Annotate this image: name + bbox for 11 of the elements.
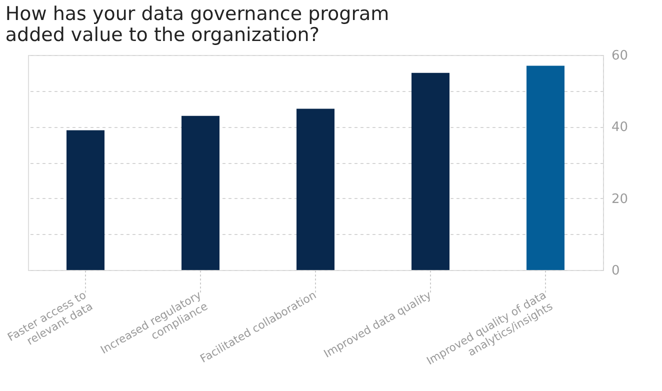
y-tick-label: 40 [612, 120, 628, 136]
bar [526, 66, 564, 270]
bar [182, 116, 220, 270]
bar [66, 130, 104, 270]
y-tick-label: 0 [612, 264, 620, 278]
bar [412, 72, 450, 270]
bar [296, 108, 334, 270]
y-tick-label: 20 [612, 192, 628, 207]
y-tick-label: 60 [612, 48, 628, 64]
text: How has your data governance program [5, 3, 390, 25]
text: added value to the organization? [5, 24, 320, 46]
